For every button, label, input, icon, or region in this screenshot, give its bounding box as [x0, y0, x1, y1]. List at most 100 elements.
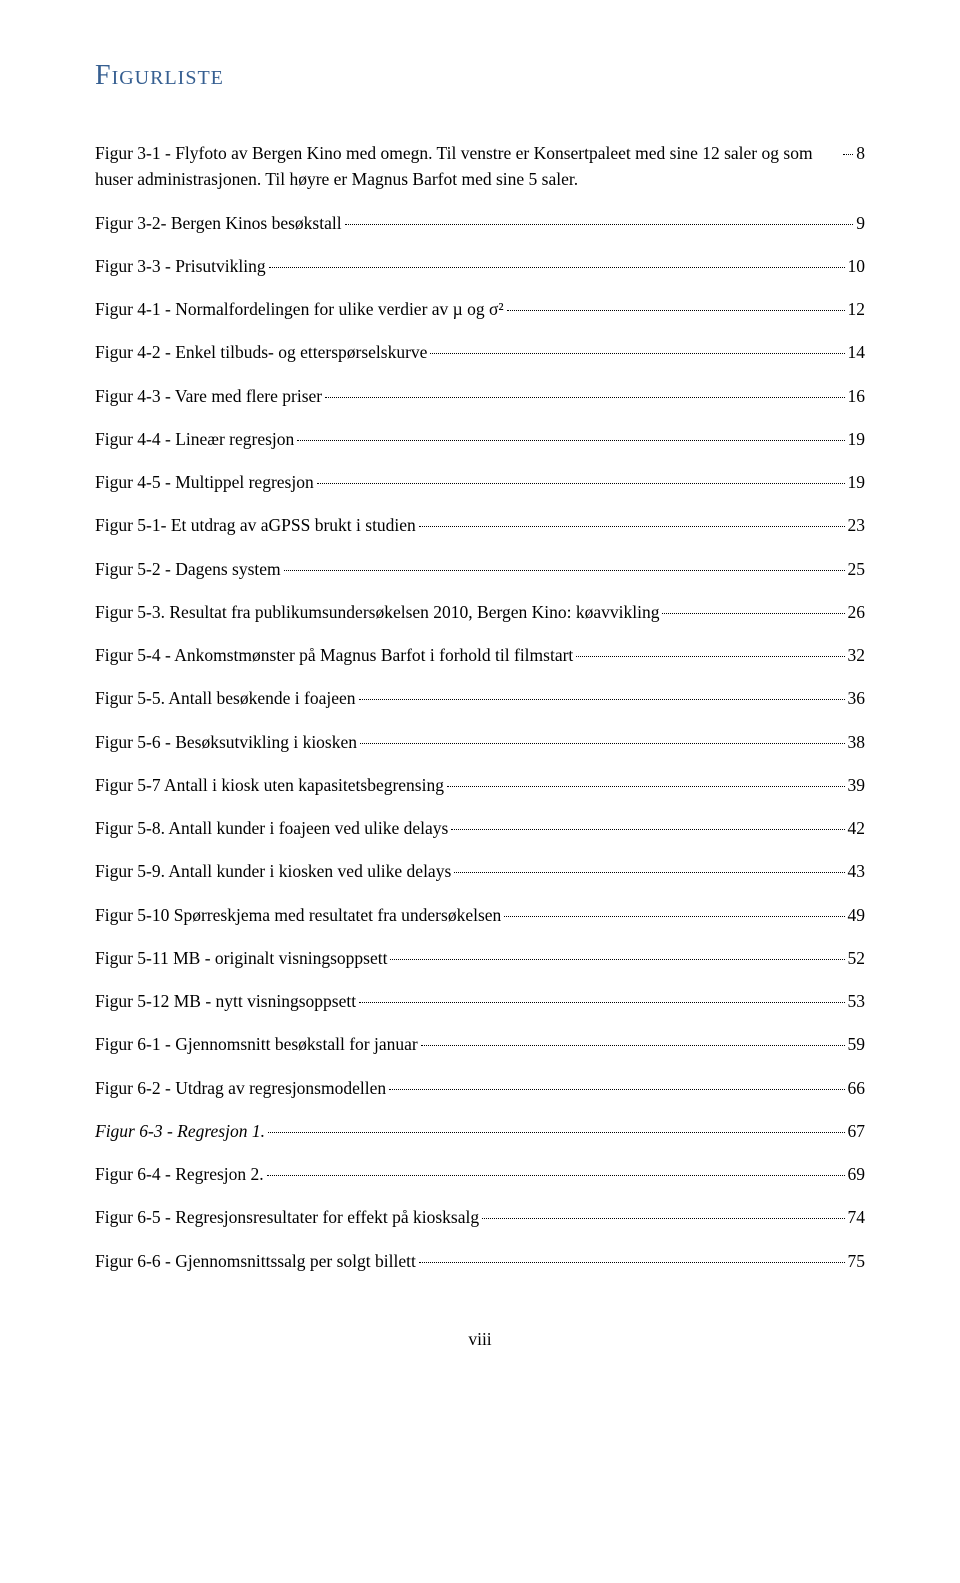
figure-entry-page: 67: [848, 1118, 866, 1144]
figure-entry-label: Figur 5-5. Antall besøkende i foajeen: [95, 685, 356, 711]
leader-dots: [421, 1045, 845, 1046]
figure-entry: Figur 5-12 MB - nytt visningsoppsett 53: [95, 988, 865, 1014]
figure-entry: Figur 5-4 - Ankomstmønster på Magnus Bar…: [95, 642, 865, 668]
leader-dots: [360, 743, 844, 744]
leader-dots: [507, 310, 845, 311]
leader-dots: [843, 154, 853, 155]
figure-entry-page: 32: [848, 642, 866, 668]
figure-entry: Figur 5-5. Antall besøkende i foajeen 36: [95, 685, 865, 711]
figure-entry-label: Figur 5-7 Antall i kiosk uten kapasitets…: [95, 772, 444, 798]
figure-entry: Figur 5-7 Antall i kiosk uten kapasitets…: [95, 772, 865, 798]
figure-entry-page: 26: [848, 599, 866, 625]
leader-dots: [359, 699, 845, 700]
figure-entry-label: Figur 6-4 - Regresjon 2.: [95, 1161, 264, 1187]
figure-entry: Figur 6-5 - Regresjonsresultater for eff…: [95, 1204, 865, 1230]
figure-entry: Figur 5-10 Spørreskjema med resultatet f…: [95, 902, 865, 928]
figure-entry-label: Figur 5-4 - Ankomstmønster på Magnus Bar…: [95, 642, 573, 668]
figure-entry-label: Figur 5-9. Antall kunder i kiosken ved u…: [95, 858, 451, 884]
figure-entry: Figur 4-1 - Normalfordelingen for ulike …: [95, 296, 865, 322]
figure-entry: Figur 3-2- Bergen Kinos besøkstall 9: [95, 210, 865, 236]
figure-entry-label: Figur 4-1 - Normalfordelingen for ulike …: [95, 296, 504, 322]
figure-entry: Figur 5-3. Resultat fra publikumsundersø…: [95, 599, 865, 625]
figure-entry-label: Figur 5-1- Et utdrag av aGPSS brukt i st…: [95, 512, 416, 538]
figure-entry-page: 52: [848, 945, 866, 971]
figure-entry-label: Figur 4-4 - Lineær regresjon: [95, 426, 294, 452]
figure-entry: Figur 6-2 - Utdrag av regresjonsmodellen…: [95, 1075, 865, 1101]
figure-entry: Figur 4-3 - Vare med flere priser 16: [95, 383, 865, 409]
leader-dots: [482, 1218, 844, 1219]
figure-entry-page: 38: [848, 729, 866, 755]
page-number: viii: [95, 1329, 865, 1350]
figure-entry: Figur 6-3 - Regresjon 1. 67: [95, 1118, 865, 1144]
figure-entry-label: Figur 6-5 - Regresjonsresultater for eff…: [95, 1204, 479, 1230]
leader-dots: [419, 1262, 845, 1263]
leader-dots: [662, 613, 844, 614]
figure-entry: Figur 6-1 - Gjennomsnitt besøkstall for …: [95, 1031, 865, 1057]
figure-entry: Figur 5-11 MB - originalt visningsoppset…: [95, 945, 865, 971]
leader-dots: [389, 1089, 844, 1090]
figure-entry-page: 42: [848, 815, 866, 841]
leader-dots: [317, 483, 845, 484]
figure-entry: Figur 5-8. Antall kunder i foajeen ved u…: [95, 815, 865, 841]
leader-dots: [325, 397, 844, 398]
figure-entry-label: Figur 5-2 - Dagens system: [95, 556, 281, 582]
figure-entry-label: Figur 3-3 - Prisutvikling: [95, 253, 266, 279]
figure-entry-page: 8: [856, 140, 865, 166]
figure-entry-page: 75: [848, 1248, 866, 1274]
figure-entry-page: 53: [848, 988, 866, 1014]
leader-dots: [419, 526, 845, 527]
leader-dots: [345, 224, 854, 225]
figure-entry-label: Figur 5-6 - Besøksutvikling i kiosken: [95, 729, 357, 755]
figure-entry-label: Figur 5-11 MB - originalt visningsoppset…: [95, 945, 387, 971]
leader-dots: [359, 1002, 844, 1003]
leader-dots: [390, 959, 844, 960]
figure-entry-page: 12: [848, 296, 866, 322]
figure-entry-page: 36: [848, 685, 866, 711]
figure-entry-page: 16: [848, 383, 866, 409]
leader-dots: [284, 570, 845, 571]
figure-entry-label: Figur 6-2 - Utdrag av regresjonsmodellen: [95, 1075, 386, 1101]
figure-entry-page: 10: [848, 253, 866, 279]
figure-entry: Figur 6-6 - Gjennomsnittssalg per solgt …: [95, 1248, 865, 1274]
leader-dots: [267, 1175, 845, 1176]
figure-entry-page: 25: [848, 556, 866, 582]
figure-entry: Figur 5-2 - Dagens system 25: [95, 556, 865, 582]
figure-list: Figur 3-1 - Flyfoto av Bergen Kino med o…: [95, 140, 865, 1274]
figure-entry-page: 59: [848, 1031, 866, 1057]
page-heading: Figurliste: [95, 60, 865, 92]
figure-entry-label: Figur 5-3. Resultat fra publikumsundersø…: [95, 599, 659, 625]
figure-entry-page: 69: [848, 1161, 866, 1187]
leader-dots: [430, 353, 844, 354]
figure-entry-page: 23: [848, 512, 866, 538]
figure-entry-label: Figur 5-10 Spørreskjema med resultatet f…: [95, 902, 501, 928]
figure-entry: Figur 4-5 - Multippel regresjon 19: [95, 469, 865, 495]
figure-entry: Figur 5-1- Et utdrag av aGPSS brukt i st…: [95, 512, 865, 538]
figure-entry-label: Figur 5-8. Antall kunder i foajeen ved u…: [95, 815, 448, 841]
figure-entry: Figur 6-4 - Regresjon 2. 69: [95, 1161, 865, 1187]
leader-dots: [447, 786, 845, 787]
figure-entry: Figur 5-9. Antall kunder i kiosken ved u…: [95, 858, 865, 884]
figure-entry-label: Figur 5-12 MB - nytt visningsoppsett: [95, 988, 356, 1014]
leader-dots: [576, 656, 844, 657]
figure-entry-label: Figur 4-3 - Vare med flere priser: [95, 383, 322, 409]
figure-entry: Figur 3-3 - Prisutvikling 10: [95, 253, 865, 279]
leader-dots: [504, 916, 844, 917]
figure-entry-page: 19: [848, 469, 866, 495]
figure-entry: Figur 4-2 - Enkel tilbuds- og etterspørs…: [95, 339, 865, 365]
figure-entry-page: 66: [848, 1075, 866, 1101]
leader-dots: [269, 267, 845, 268]
figure-entry-label: Figur 3-2- Bergen Kinos besøkstall: [95, 210, 342, 236]
figure-entry-page: 49: [848, 902, 866, 928]
figure-entry-label: Figur 6-3 - Regresjon 1.: [95, 1118, 265, 1144]
figure-entry-label: Figur 6-1 - Gjennomsnitt besøkstall for …: [95, 1031, 418, 1057]
figure-entry-page: 19: [848, 426, 866, 452]
figure-entry-label: Figur 4-5 - Multippel regresjon: [95, 469, 314, 495]
figure-entry-label: Figur 3-1 - Flyfoto av Bergen Kino med o…: [95, 140, 840, 193]
figure-entry: Figur 3-1 - Flyfoto av Bergen Kino med o…: [95, 140, 865, 193]
figure-entry-label: Figur 4-2 - Enkel tilbuds- og etterspørs…: [95, 339, 427, 365]
figure-entry-page: 9: [856, 210, 865, 236]
figure-entry: Figur 4-4 - Lineær regresjon 19: [95, 426, 865, 452]
leader-dots: [451, 829, 844, 830]
leader-dots: [268, 1132, 845, 1133]
figure-entry-page: 14: [848, 339, 866, 365]
